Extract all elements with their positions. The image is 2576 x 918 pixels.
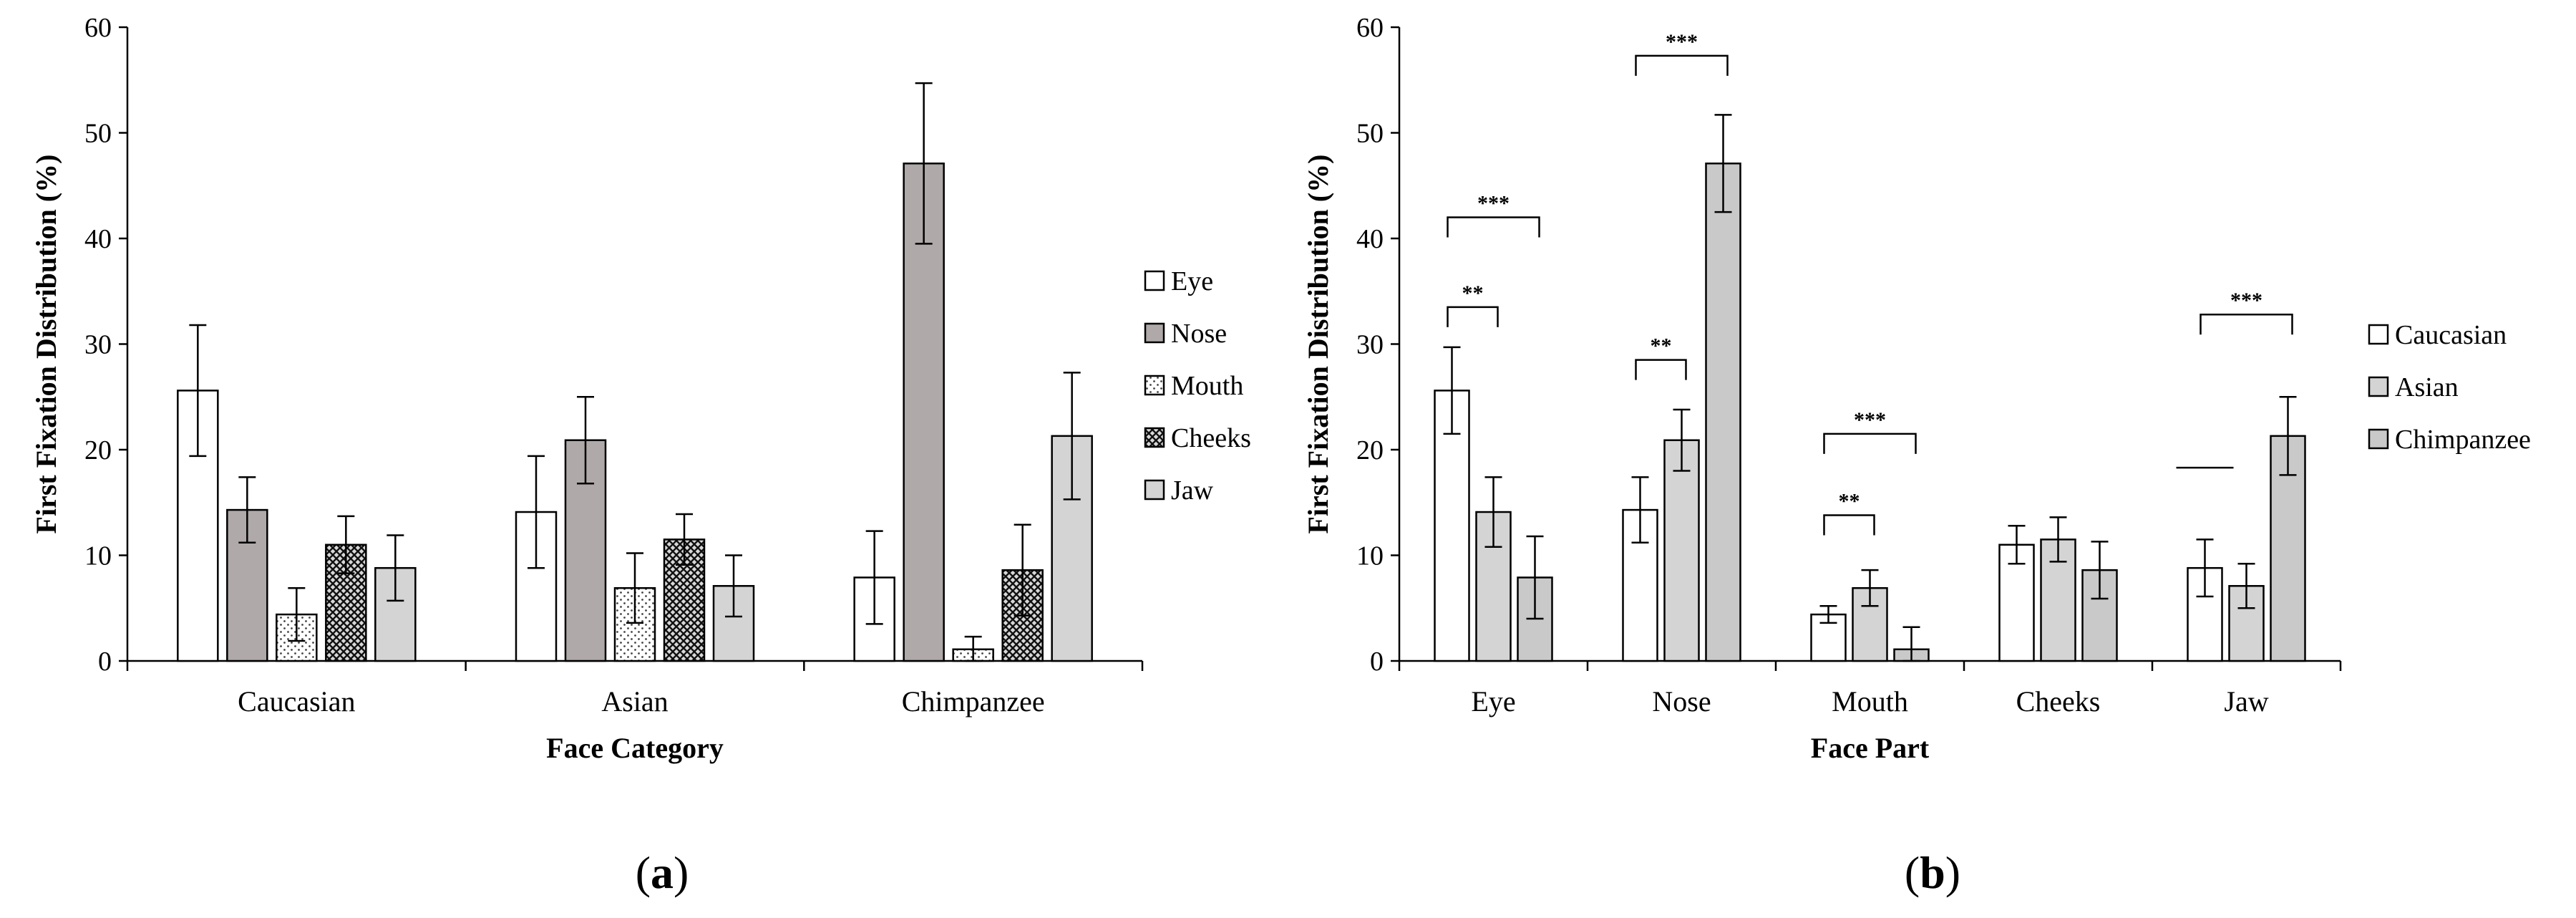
legend-label: Nose [1171,319,1227,349]
legend-label: Mouth [1171,371,1243,401]
significance-bracket [1823,514,1875,536]
y-tick-label: 30 [84,330,112,360]
legend-swatch [1144,375,1165,396]
panel-label-a-open: ( [636,847,651,898]
legend-label: Cheeks [1171,423,1251,453]
x-axis-title: Face Part [1811,732,1930,764]
y-tick-label: 10 [84,541,112,571]
y-tick-label: 40 [1356,224,1384,254]
significance-label: ** [1462,281,1484,305]
significance-bracket [2200,313,2293,335]
chart-panel-b: 0 10 20 30 40 50 60 First Fixation Distribution… [1302,13,2531,764]
panel-label-b-open: ( [1905,847,1920,898]
legend-swatch [2368,376,2389,397]
y-tick-label: 10 [1356,541,1384,571]
significance-bracket [1635,359,1687,380]
y-tick-label: 20 [1356,435,1384,465]
chart-panel-a: 0 10 20 30 40 50 60 First Fixation Distribution… [30,13,1251,764]
x-category-label: Chimpanzee [902,685,1045,718]
bar-nose [903,163,945,662]
bar-chimpanzee [1705,163,1741,662]
x-axis-title: Face Category [546,732,724,764]
legend-swatch [1144,479,1165,501]
x-category-label: Cheeks [2016,685,2101,718]
significance-bracket [1635,54,1729,76]
panel-label-b: (b) [1905,847,1960,898]
legend-swatch [2368,324,2389,345]
panel-label-b-close: ) [1945,847,1960,898]
significance-label: ** [1839,489,1860,513]
significance-bracket [1447,306,1499,327]
y-axis-title: First Fixation Distribution (%) [30,155,62,534]
legend-swatch [1144,427,1165,448]
legend-label: Caucasian [2395,320,2507,350]
significance-label: ** [1651,334,1672,358]
legend-swatch [1144,322,1165,344]
bar-eye [177,390,219,662]
y-tick-label: 40 [84,224,112,254]
significance-label: *** [1854,408,1886,432]
legend-label: Asian [2395,372,2459,402]
y-tick-label: 30 [1356,330,1384,360]
significance-label: *** [1666,30,1698,54]
panel-label-a: (a) [636,847,689,898]
x-category-label: Eye [1471,685,1515,718]
legend-swatch [1144,270,1165,291]
x-category-label: Jaw [2224,685,2268,718]
x-category-label: Mouth [1832,685,1908,718]
legend-label: Chimpanzee [2395,425,2531,455]
panel-label-a-letter: a [651,847,674,898]
legend-swatch [2368,428,2389,450]
significance-label: *** [1477,192,1510,216]
bar-asian [1663,439,1700,662]
x-category-label: Asian [601,685,668,718]
panel-label-a-close: ) [674,847,689,898]
y-tick-label: 20 [84,435,112,465]
y-tick-label: 0 [98,647,112,677]
legend-label: Eye [1171,266,1213,296]
significance-bracket [1823,433,1917,454]
significance-bracket [1447,216,1540,238]
x-category-label: Caucasian [238,685,355,718]
y-tick-label: 60 [84,13,112,43]
x-category-label: Nose [1652,685,1711,718]
significance-label: *** [2230,289,2262,312]
panel-label-b-letter: b [1920,847,1945,898]
y-tick-label: 60 [1356,13,1384,43]
y-tick-label: 0 [1370,647,1384,677]
y-axis-title: First Fixation Distribution (%) [1302,155,1334,534]
y-tick-label: 50 [84,119,112,149]
y-tick-label: 50 [1356,119,1384,149]
legend-label: Jaw [1171,475,1214,506]
